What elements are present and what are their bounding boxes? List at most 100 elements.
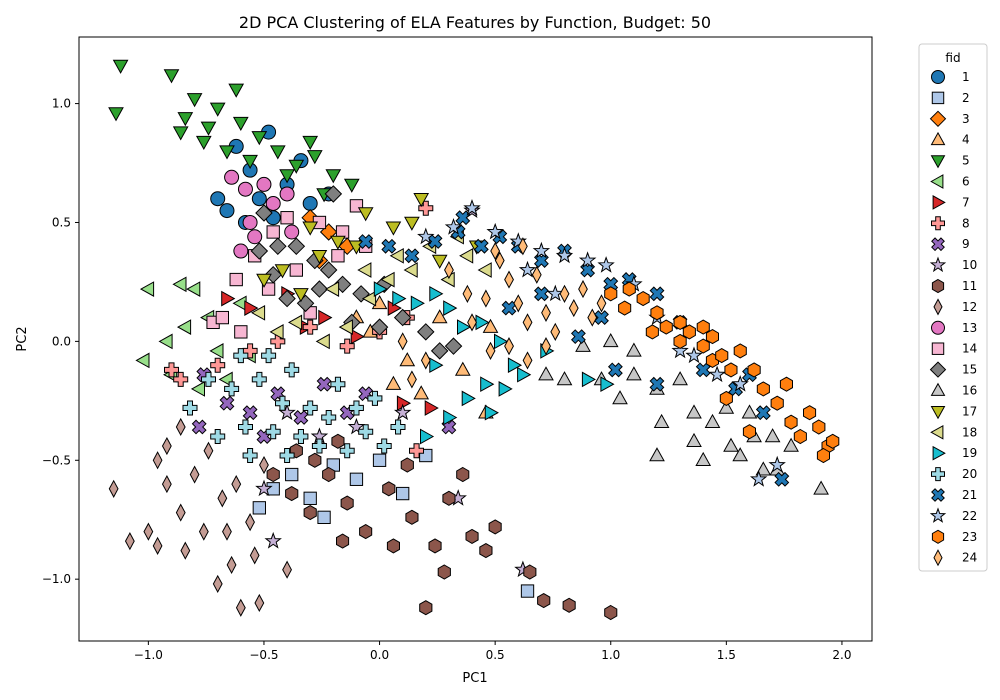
- data-point: [533, 286, 549, 302]
- data-point: [490, 241, 501, 261]
- data-point: [340, 495, 354, 511]
- data-point: [541, 337, 551, 356]
- data-point: [322, 466, 336, 483]
- data-point: [594, 310, 609, 326]
- data-point: [429, 285, 444, 302]
- data-point: [359, 524, 373, 540]
- data-point: [419, 600, 433, 616]
- data-point: [481, 289, 491, 308]
- data-point: [390, 419, 406, 435]
- data-point: [779, 376, 793, 392]
- data-point: [255, 204, 273, 222]
- data-point: [755, 405, 771, 421]
- data-point: [186, 93, 203, 108]
- data-point: [444, 260, 454, 280]
- data-point: [293, 429, 309, 444]
- data-point: [531, 265, 542, 284]
- data-point: [108, 479, 119, 498]
- data-point: [732, 447, 749, 462]
- data-point: [626, 342, 642, 357]
- data-point: [245, 513, 255, 532]
- data-point: [420, 428, 435, 445]
- data-point: [358, 424, 374, 440]
- data-point: [747, 362, 761, 378]
- legend-label: 14: [962, 342, 977, 356]
- data-point: [756, 381, 770, 397]
- data-point: [389, 247, 404, 264]
- legend-marker: [931, 529, 945, 544]
- series-20: [182, 348, 406, 463]
- data-point: [266, 225, 280, 239]
- legend-item-24: 24: [933, 549, 977, 567]
- data-point: [393, 308, 412, 327]
- data-point: [163, 69, 180, 84]
- legend: fid 123456789101112131415161718192021222…: [918, 43, 988, 572]
- legend-marker: [932, 195, 946, 210]
- data-point: [161, 436, 172, 456]
- data-point: [175, 417, 186, 437]
- data-point: [319, 261, 338, 279]
- legend-label: 12: [962, 300, 977, 314]
- data-point: [696, 338, 710, 354]
- x-tick-label: 1.5: [717, 648, 736, 662]
- data-point: [392, 290, 407, 307]
- data-point: [428, 538, 442, 554]
- data-point: [219, 145, 235, 160]
- legend-label: 24: [962, 551, 977, 565]
- data-point: [653, 413, 670, 428]
- data-point: [486, 222, 504, 240]
- legend-item-23: 23: [931, 529, 977, 544]
- data-point: [501, 300, 517, 316]
- data-point: [339, 443, 355, 459]
- series-23: [604, 281, 840, 464]
- chart-title: 2D PCA Clustering of ELA Features by Fun…: [239, 13, 711, 32]
- legend-marker: [931, 488, 945, 502]
- data-point: [431, 309, 448, 324]
- data-point: [161, 474, 172, 494]
- data-point: [191, 419, 207, 435]
- series-19: [373, 281, 615, 445]
- series-14: [206, 199, 373, 339]
- data-point: [517, 366, 532, 383]
- data-point: [195, 135, 212, 151]
- data-point: [695, 451, 712, 466]
- data-point: [274, 264, 291, 279]
- data-point: [715, 348, 729, 364]
- data-point: [302, 319, 318, 335]
- data-point: [338, 319, 353, 335]
- data-point: [200, 121, 217, 136]
- legend-marker: [931, 278, 945, 294]
- series-22: [417, 199, 786, 487]
- data-point: [498, 381, 513, 397]
- data-point: [302, 221, 319, 236]
- data-point: [682, 324, 696, 340]
- data-point: [456, 466, 470, 483]
- legend-label: 17: [962, 404, 977, 418]
- legend-item-1: 1: [931, 70, 970, 84]
- data-point: [550, 322, 561, 341]
- data-point: [226, 555, 237, 575]
- data-point: [407, 370, 417, 389]
- legend-item-7: 7: [932, 195, 970, 210]
- legend-item-17: 17: [930, 404, 977, 420]
- data-point: [522, 313, 533, 332]
- y-tick-label: −1.0: [42, 572, 71, 586]
- data-point: [494, 333, 509, 350]
- legend-item-4: 4: [930, 131, 970, 147]
- data-point: [275, 395, 290, 411]
- data-point: [302, 400, 318, 416]
- data-point: [210, 191, 226, 207]
- legend-frame: [918, 43, 988, 572]
- data-point: [695, 362, 711, 378]
- data-point: [264, 265, 283, 284]
- data-point: [581, 371, 597, 388]
- legend-label: 16: [962, 384, 977, 398]
- data-point: [293, 410, 309, 425]
- data-point: [673, 333, 687, 349]
- data-point: [671, 341, 689, 359]
- data-point: [523, 564, 537, 580]
- data-point: [507, 357, 523, 374]
- data-point: [372, 453, 387, 467]
- data-point: [484, 404, 499, 421]
- data-point: [152, 536, 163, 555]
